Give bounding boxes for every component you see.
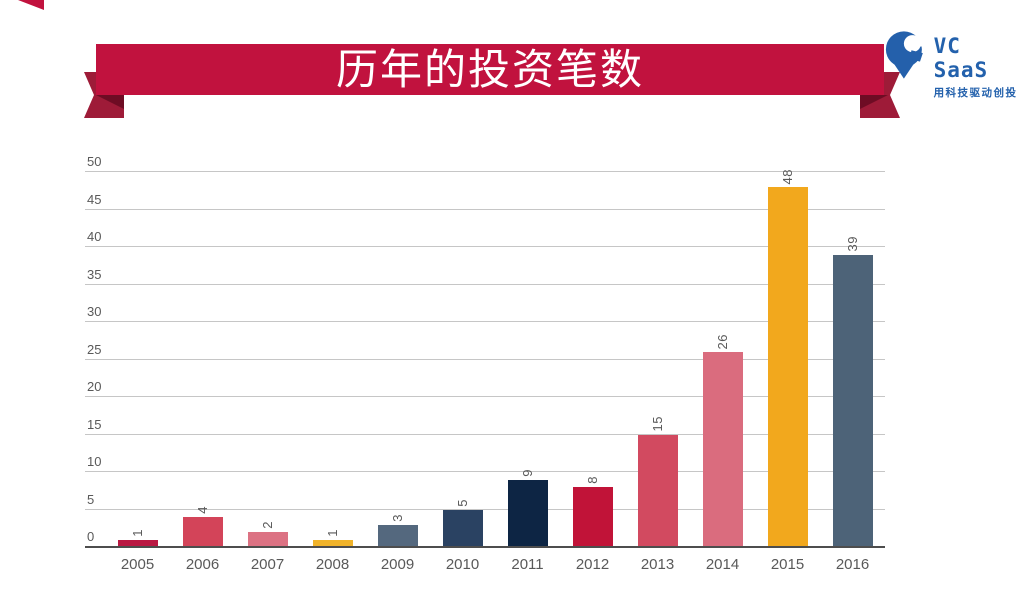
x-tick-label: 2005 bbox=[120, 556, 155, 573]
page-title: 历年的投资笔数 bbox=[335, 46, 644, 93]
bar-value-label: 3 bbox=[390, 513, 405, 522]
bar-slot: 1 bbox=[105, 529, 170, 547]
x-tick-label: 2007 bbox=[250, 556, 285, 573]
bar-2013 bbox=[637, 434, 678, 547]
bar-2012 bbox=[572, 487, 613, 547]
x-tick-label: 2010 bbox=[445, 556, 480, 573]
bar-slot: 39 bbox=[820, 236, 885, 547]
y-tick-label: 35 bbox=[87, 266, 102, 282]
bar-slot: 15 bbox=[625, 416, 690, 547]
y-tick-label: 10 bbox=[87, 454, 102, 469]
ribbon-band: 历年的投资笔数 bbox=[96, 44, 884, 95]
x-tick-label: 2014 bbox=[705, 556, 740, 573]
y-tick-label: 5 bbox=[87, 491, 95, 507]
bar-value-label: 5 bbox=[455, 498, 470, 507]
x-tick-label: 2008 bbox=[315, 556, 350, 573]
bar-slot: 3 bbox=[365, 514, 430, 547]
gridline: 30 bbox=[85, 304, 885, 322]
vcsaas-logo: VC SaaS 用科技驱动创投 bbox=[884, 28, 1024, 100]
bar-slot: 5 bbox=[430, 499, 495, 547]
bar-value-label: 48 bbox=[780, 168, 795, 184]
bar-2006 bbox=[182, 517, 223, 547]
bar-slot: 2 bbox=[235, 521, 300, 547]
gridline: 20 bbox=[85, 379, 885, 397]
y-tick-label: 15 bbox=[87, 416, 102, 432]
bar-2010 bbox=[442, 509, 483, 547]
bar-value-label: 4 bbox=[195, 506, 210, 514]
bar-value-label: 1 bbox=[325, 528, 340, 537]
bar-value-label: 26 bbox=[715, 333, 730, 349]
bar-slot: 9 bbox=[495, 469, 560, 547]
y-tick-label: 0 bbox=[87, 529, 95, 544]
x-tick-label: 2012 bbox=[575, 556, 610, 573]
bar-2014 bbox=[702, 352, 743, 547]
x-tick-label: 2016 bbox=[835, 556, 870, 573]
bar-2005 bbox=[117, 539, 158, 547]
bar-2016 bbox=[832, 254, 873, 547]
bar-2009 bbox=[377, 524, 418, 547]
gridline: 40 bbox=[85, 229, 885, 247]
bar-2011 bbox=[507, 479, 548, 547]
y-tick-label: 25 bbox=[87, 341, 102, 357]
y-tick-label: 40 bbox=[87, 229, 102, 244]
y-tick-label: 30 bbox=[87, 304, 102, 319]
gridline: 5 bbox=[85, 492, 885, 510]
bar-value-label: 2 bbox=[260, 521, 275, 529]
title-ribbon: 历年的投资笔数 bbox=[0, 0, 1024, 130]
gridline: 50 bbox=[85, 154, 885, 172]
bar-value-label: 9 bbox=[520, 468, 535, 477]
x-tick-label: 2006 bbox=[185, 556, 220, 573]
gridline: 45 bbox=[85, 192, 885, 210]
bar-2015 bbox=[767, 187, 808, 547]
vcsaas-logo-icon bbox=[885, 31, 928, 79]
logo-tagline: 用科技驱动创投 bbox=[933, 87, 1018, 99]
logo-text: VC SaaS 用科技驱动创投 bbox=[934, 28, 1024, 100]
bar-slot: 26 bbox=[690, 334, 755, 547]
y-tick-label: 20 bbox=[87, 379, 102, 394]
slide-corner-decoration bbox=[18, 0, 44, 10]
x-tick-label: 2009 bbox=[380, 556, 415, 573]
bar-slot: 48 bbox=[755, 169, 820, 547]
y-tick-label: 50 bbox=[87, 154, 102, 169]
x-tick-label: 2013 bbox=[640, 556, 675, 573]
bars-layer: 1 4 2 1 3 5 9 8 15 26 48 39 bbox=[85, 169, 885, 547]
gridline: 15 bbox=[85, 417, 885, 435]
gridline: 35 bbox=[85, 267, 885, 285]
bar-slot: 8 bbox=[560, 476, 625, 547]
bar-slot: 1 bbox=[300, 529, 365, 547]
bar-chart: 0 5 10 15 20 25 30 35 40 45 50 1 4 2 1 3 5 9 8 15 26 48 39 bbox=[85, 154, 885, 548]
bar-value-label: 15 bbox=[650, 416, 665, 432]
y-tick-label: 45 bbox=[87, 191, 102, 207]
x-tick-label: 2015 bbox=[770, 556, 805, 573]
bar-2008 bbox=[312, 539, 353, 547]
x-axis-line bbox=[85, 545, 885, 548]
bar-2007 bbox=[247, 532, 288, 547]
logo-name: VC SaaS bbox=[933, 34, 989, 82]
x-axis-labels: 2005 2006 2007 2008 2009 2010 2011 2012 2013 2014… bbox=[85, 556, 885, 573]
bar-value-label: 1 bbox=[130, 528, 145, 537]
gridline: 10 bbox=[85, 454, 885, 472]
x-tick-label: 2011 bbox=[511, 556, 544, 573]
bar-value-label: 39 bbox=[845, 236, 860, 252]
gridline: 25 bbox=[85, 342, 885, 360]
bar-slot: 4 bbox=[170, 506, 235, 547]
bar-value-label: 8 bbox=[585, 476, 600, 484]
